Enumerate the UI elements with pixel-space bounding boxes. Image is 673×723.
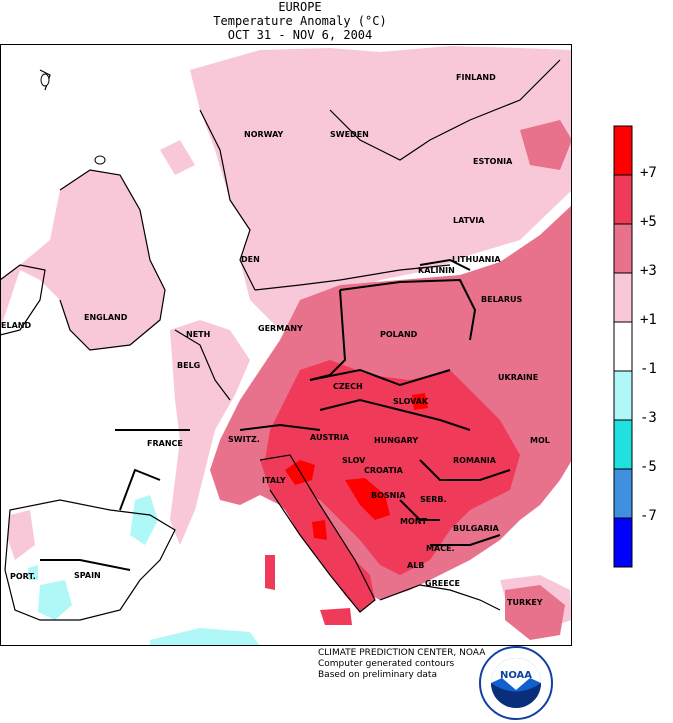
label-germany: GERMANY bbox=[258, 324, 303, 333]
country-labels: FINLAND NORWAY SWEDEN ESTONIA LATVIA LIT… bbox=[1, 73, 550, 607]
label-mace: MACE. bbox=[426, 544, 455, 553]
label-romania: ROMANIA bbox=[453, 456, 497, 465]
label-belarus: BELARUS bbox=[481, 295, 523, 304]
label-czech: CZECH bbox=[333, 382, 363, 391]
legend-tick-label: -5 bbox=[640, 459, 657, 475]
label-turkey: TURKEY bbox=[507, 598, 543, 607]
legend-tick-label: -1 bbox=[640, 361, 657, 377]
color-scale-swatch bbox=[613, 419, 633, 470]
label-kalinin: KALININ bbox=[418, 266, 455, 275]
label-norway: NORWAY bbox=[244, 130, 284, 139]
legend-tick-label: +5 bbox=[640, 214, 657, 230]
lakes bbox=[40, 73, 106, 165]
label-belg: BELG bbox=[177, 361, 200, 370]
label-mol: MOL bbox=[530, 436, 550, 445]
noaa-logo-text: NOAA bbox=[500, 670, 532, 681]
label-bosnia: BOSNIA bbox=[371, 491, 406, 500]
label-latvia: LATVIA bbox=[453, 216, 485, 225]
legend-tick-label: +1 bbox=[640, 312, 657, 328]
label-sweden: SWEDEN bbox=[330, 130, 369, 139]
color-scale-swatch bbox=[613, 370, 633, 421]
label-spain: SPAIN bbox=[74, 571, 101, 580]
label-greece: GREECE bbox=[425, 579, 460, 588]
credits-line-1: CLIMATE PREDICTION CENTER, NOAA bbox=[318, 648, 486, 658]
label-switz: SWITZ. bbox=[228, 435, 260, 444]
label-slov: SLOV bbox=[342, 456, 366, 465]
map-title: EUROPE bbox=[278, 0, 322, 14]
label-italy: ITALY bbox=[262, 476, 286, 485]
legend-tick-label: +3 bbox=[640, 263, 657, 279]
color-scale-swatch bbox=[613, 321, 633, 372]
anomaly-zone-minus1 bbox=[28, 495, 260, 646]
map-frame bbox=[0, 44, 572, 646]
color-scale-swatch bbox=[613, 468, 633, 519]
color-scale-swatch bbox=[613, 223, 633, 274]
label-ireland: ELAND bbox=[1, 321, 31, 330]
label-slovak: SLOVAK bbox=[393, 397, 429, 406]
map-date-range: OCT 31 - NOV 6, 2004 bbox=[227, 28, 373, 42]
label-poland: POLAND bbox=[380, 330, 418, 339]
credits-line-2: Computer generated contours bbox=[318, 659, 455, 669]
label-alb: ALB bbox=[407, 561, 424, 570]
credits-line-3: Based on preliminary data bbox=[318, 670, 437, 680]
color-scale-swatch bbox=[613, 125, 633, 176]
label-finland: FINLAND bbox=[456, 73, 496, 82]
label-serb: SERB. bbox=[420, 495, 447, 504]
legend-tick-label: -3 bbox=[640, 410, 657, 426]
label-hungary: HUNGARY bbox=[374, 436, 418, 445]
legend-tick-label: +7 bbox=[640, 165, 657, 181]
label-croatia: CROATIA bbox=[364, 466, 404, 475]
noaa-logo: NOAA bbox=[479, 646, 553, 720]
color-scale-bar bbox=[613, 125, 633, 568]
label-mont: MONT bbox=[400, 517, 427, 526]
label-port: PORT. bbox=[10, 572, 36, 581]
label-den: DEN bbox=[241, 255, 260, 264]
label-ukraine: UKRAINE bbox=[498, 373, 538, 382]
label-austria: AUSTRIA bbox=[310, 433, 350, 442]
label-neth: NETH bbox=[186, 330, 210, 339]
label-bulgaria: BULGARIA bbox=[453, 524, 500, 533]
map-subtitle: Temperature Anomaly (°C) bbox=[213, 14, 387, 28]
color-scale-swatch bbox=[613, 174, 633, 225]
coastlines bbox=[0, 59, 561, 621]
label-lithuania: LITHUANIA bbox=[452, 255, 501, 264]
label-france: FRANCE bbox=[147, 439, 183, 448]
legend-tick-label: -7 bbox=[640, 508, 657, 524]
color-scale-swatch bbox=[613, 272, 633, 323]
country-borders bbox=[40, 258, 511, 571]
label-estonia: ESTONIA bbox=[473, 157, 513, 166]
label-england: ENGLAND bbox=[84, 313, 128, 322]
color-scale-swatch bbox=[613, 517, 633, 568]
credits-block: CLIMATE PREDICTION CENTER, NOAA Computer… bbox=[318, 648, 485, 681]
